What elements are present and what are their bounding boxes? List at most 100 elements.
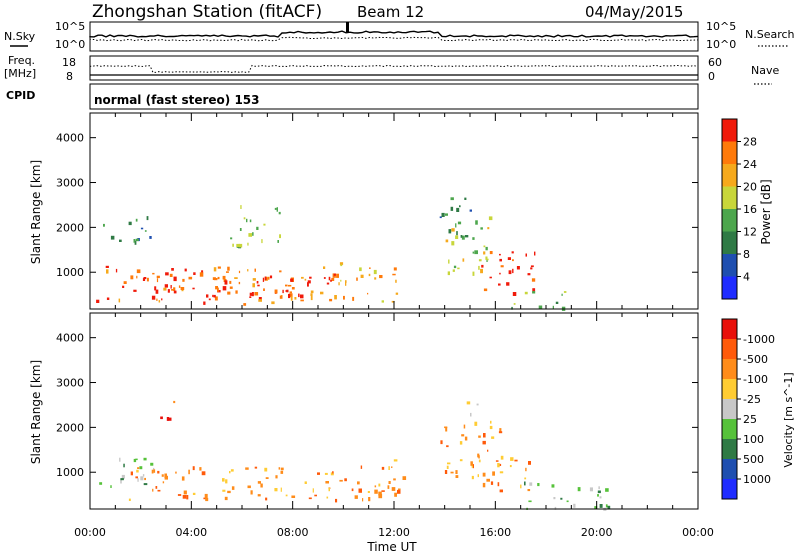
velocity-data-cell xyxy=(160,416,163,420)
velocity-data-cell xyxy=(459,441,463,445)
power-data-cell xyxy=(478,259,482,262)
power-y-axis: 1000 2000 3000 4000 xyxy=(56,113,699,309)
power-data-cell xyxy=(300,299,304,302)
power-data-cell xyxy=(478,265,480,270)
power-data-cell xyxy=(555,301,559,304)
velocity-data-cell xyxy=(332,471,334,474)
power-data-cell xyxy=(173,290,177,294)
power-data-cell xyxy=(171,268,174,271)
power-data-cell xyxy=(224,280,228,285)
velocity-data-cell xyxy=(143,457,147,461)
velocity-data-cell xyxy=(514,459,518,462)
power-data-cell xyxy=(289,291,292,294)
power-data-cell xyxy=(154,286,157,291)
power-data-cell xyxy=(279,295,283,299)
power-data-cell xyxy=(457,267,460,270)
power-data-cell xyxy=(334,295,337,300)
velocity-data-cell xyxy=(280,467,284,471)
velocity-data-cell xyxy=(162,481,165,484)
power-colorbar-segment xyxy=(722,209,737,232)
velocity-data-cell xyxy=(142,474,145,477)
power-data-cell xyxy=(136,269,141,274)
power-data-cell xyxy=(144,230,147,232)
power-data-cell xyxy=(441,212,445,217)
power-data-cell xyxy=(156,278,159,283)
power-data-cell xyxy=(445,239,449,243)
power-data-cell xyxy=(381,300,384,303)
power-data-cell xyxy=(367,292,369,295)
power-data-cell xyxy=(289,293,293,298)
power-data-cell xyxy=(481,264,484,268)
velocity-data-cell xyxy=(265,497,268,501)
power-data-cell xyxy=(106,269,109,274)
velocity-data-cell xyxy=(477,453,480,458)
power-data-cell xyxy=(256,226,259,230)
power-data-cell xyxy=(230,237,233,240)
power-data-cell xyxy=(227,291,231,295)
velocity-data-cell xyxy=(529,482,533,486)
power-data-cell xyxy=(135,238,139,242)
velocity-data-cell xyxy=(128,498,131,501)
velocity-data-cell xyxy=(186,495,189,500)
power-data-cell xyxy=(464,197,467,200)
velocity-data-cell xyxy=(553,497,556,500)
velocity-data-cell xyxy=(335,498,338,503)
power-data-cell xyxy=(136,275,138,279)
power-data-cell xyxy=(267,276,270,280)
power-data-cell xyxy=(507,257,511,260)
velocity-data-cell xyxy=(135,476,138,479)
velocity-data-cell xyxy=(597,494,599,497)
power-data-cell xyxy=(447,271,450,276)
power-data-cell xyxy=(161,298,163,301)
cpid-label: CPID xyxy=(6,89,35,102)
velocity-data-cell xyxy=(264,467,268,472)
power-data-cell xyxy=(320,291,324,295)
velocity-colorbar-tick-label: -25 xyxy=(743,393,761,406)
velocity-data-cell xyxy=(491,436,495,439)
velocity-data-cell xyxy=(470,461,473,466)
power-data-cell xyxy=(309,276,312,279)
velocity-data-cell xyxy=(388,481,391,484)
power-data-cell xyxy=(188,276,193,280)
velocity-data-cell xyxy=(560,497,563,500)
velocity-data-cell xyxy=(280,487,282,492)
velocity-data-cell xyxy=(153,469,156,473)
power-data-cell xyxy=(155,289,159,294)
power-data-cell xyxy=(118,298,121,303)
power-data-cell xyxy=(472,271,475,276)
power-data-cell xyxy=(217,276,220,280)
x-tick-label: 08:00 xyxy=(277,526,309,539)
velocity-data-cell xyxy=(459,459,463,462)
velocity-data-cell xyxy=(123,463,125,468)
power-data-cell xyxy=(500,265,504,268)
power-data-cell xyxy=(487,227,490,230)
power-data-cell xyxy=(331,277,335,281)
power-data-cell xyxy=(448,229,452,234)
velocity-data-cell xyxy=(265,477,269,479)
power-data-cell xyxy=(274,207,277,210)
power-data-cell xyxy=(269,275,273,279)
power-data-cell xyxy=(170,285,172,289)
velocity-data-cell xyxy=(143,483,148,486)
velocity-data-cell xyxy=(177,494,182,496)
power-data-cell xyxy=(213,278,218,281)
velocity-data-cell xyxy=(498,431,503,434)
velocity-data-cell xyxy=(157,489,161,492)
velocity-data-cell xyxy=(381,490,385,492)
power-data-cell xyxy=(450,197,454,201)
velocity-data-cell xyxy=(470,412,472,417)
power-data-cell xyxy=(461,235,465,240)
power-data-cell xyxy=(486,259,488,262)
velocity-data-cell xyxy=(594,506,598,509)
power-data-cell xyxy=(149,236,152,239)
velocity-data-cell xyxy=(205,497,209,502)
power-data-cell xyxy=(96,299,100,303)
velocity-data-cell xyxy=(314,494,317,497)
power-data-cell xyxy=(455,235,459,239)
velocity-data-cell xyxy=(225,479,228,484)
x-tick-label: 00:00 xyxy=(682,526,714,539)
power-data-cell xyxy=(274,289,278,294)
power-plot-area xyxy=(90,113,698,309)
velocity-data-cell xyxy=(487,449,489,452)
